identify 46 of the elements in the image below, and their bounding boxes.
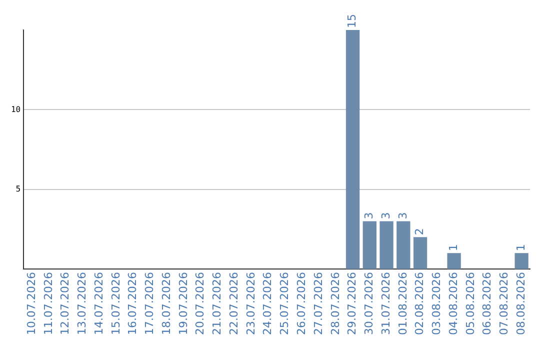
y-tick-label: 5 <box>16 184 21 194</box>
bar <box>514 253 528 270</box>
x-tick-label: 15.07.2026 <box>109 272 122 336</box>
x-tick-label: 24.07.2026 <box>261 272 274 336</box>
x-tick-label: 02.08.2026 <box>413 272 426 336</box>
bar <box>362 221 376 270</box>
x-tick-label: 17.07.2026 <box>143 272 156 336</box>
bar <box>396 221 410 270</box>
x-tick-label: 26.07.2026 <box>294 272 308 336</box>
x-tick-label: 04.08.2026 <box>446 272 460 336</box>
x-tick-label: 28.07.2026 <box>328 272 342 336</box>
x-tick-label: 27.07.2026 <box>312 272 325 336</box>
x-tick-label: 30.07.2026 <box>362 272 376 336</box>
bar <box>447 253 461 270</box>
bar <box>346 30 360 270</box>
x-tick-label: 08.08.2026 <box>514 272 528 336</box>
x-tick-label: 06.08.2026 <box>480 272 494 336</box>
x-tick-label: 29.07.2026 <box>346 272 359 336</box>
data-label: 2 <box>413 228 426 236</box>
x-tick-label: 05.08.2026 <box>464 272 477 336</box>
x-tick-label: 03.08.2026 <box>430 272 444 336</box>
x-tick-label: 22.07.2026 <box>227 272 240 336</box>
data-label: 1 <box>514 244 528 252</box>
data-label: 1 <box>446 244 460 252</box>
data-label: 3 <box>379 212 392 220</box>
x-tick-label: 20.07.2026 <box>194 272 207 336</box>
x-tick-label: 31.07.2026 <box>379 272 392 336</box>
x-tick-label: 12.07.2026 <box>58 272 72 336</box>
x-tick-label: 10.07.2026 <box>24 272 38 336</box>
data-label: 15 <box>346 14 359 28</box>
x-tick-label: 14.07.2026 <box>92 272 106 336</box>
x-tick-label: 23.07.2026 <box>244 272 258 336</box>
bar <box>413 237 428 270</box>
x-tick-label: 21.07.2026 <box>210 272 224 336</box>
y-tick-label: 10 <box>10 104 21 114</box>
bar <box>380 221 394 270</box>
x-tick-label: 18.07.2026 <box>160 272 173 336</box>
data-label: 3 <box>362 212 376 220</box>
x-tick-label: 01.08.2026 <box>396 272 410 336</box>
x-tick-label: 19.07.2026 <box>176 272 190 336</box>
x-tick-label: 25.07.2026 <box>278 272 292 336</box>
data-label: 3 <box>396 212 410 220</box>
x-tick-label: 16.07.2026 <box>126 272 140 336</box>
x-tick-label: 13.07.2026 <box>76 272 89 336</box>
x-tick-label: 11.07.2026 <box>42 272 55 336</box>
x-tick-label: 07.08.2026 <box>498 272 511 336</box>
